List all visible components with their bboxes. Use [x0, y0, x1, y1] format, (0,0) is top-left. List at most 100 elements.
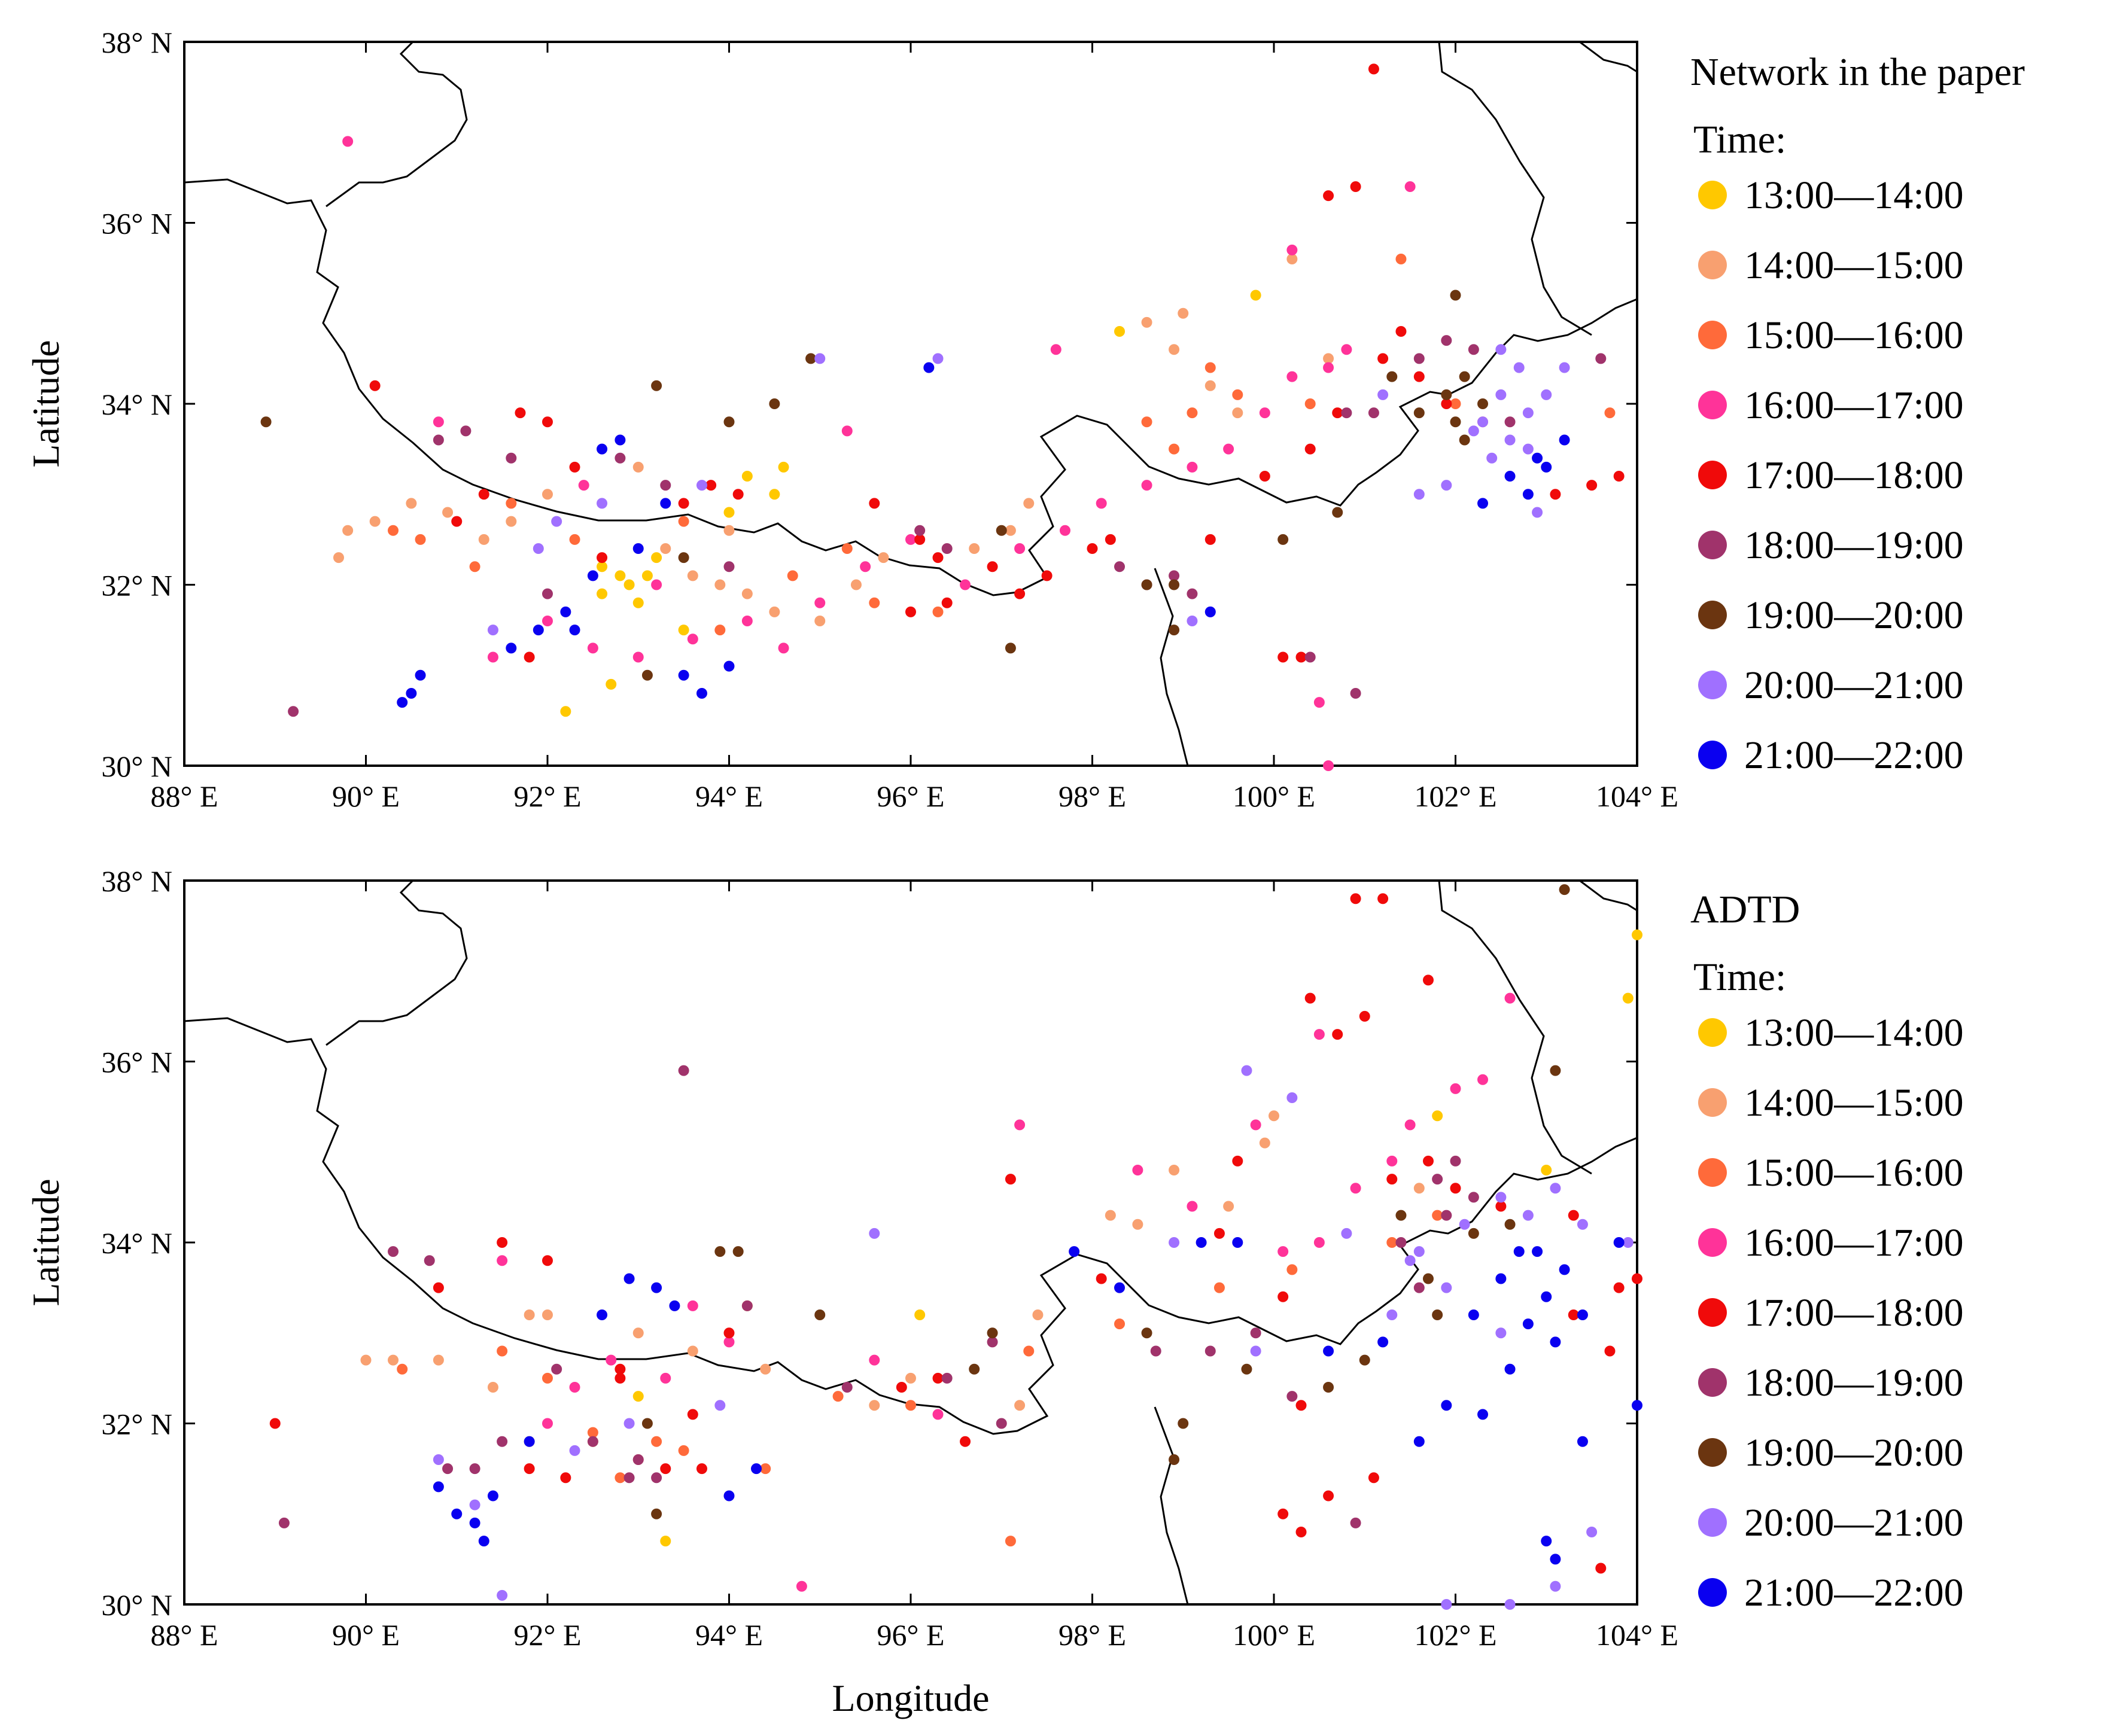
network-lightning-point — [606, 678, 617, 690]
network-lightning-point — [932, 606, 944, 617]
adtd-lightning-point — [1277, 1291, 1289, 1302]
network-lightning-point — [1332, 507, 1343, 518]
adtd-lightning-point — [1441, 1210, 1452, 1221]
adtd-legend-label: 16:00—17:00 — [1744, 1221, 1964, 1265]
adtd-lightning-point — [1604, 1345, 1616, 1357]
adtd-lightning-point — [1595, 1563, 1607, 1574]
adtd-lightning-point — [615, 1363, 626, 1375]
network-lightning-point — [1486, 452, 1498, 464]
network-lightning-point — [769, 398, 780, 409]
adtd-legend-marker — [1698, 1438, 1727, 1467]
panel-adtd-axis-ticks: 88° E 90° E 92° E 94° E 96° E 98° E 100° E 102°… — [101, 864, 1678, 1652]
network-lightning-point — [1522, 407, 1534, 419]
adtd-lightning-point — [1114, 1318, 1126, 1330]
adtd-lightning-point — [1141, 1327, 1152, 1339]
network-lightning-point — [597, 588, 608, 599]
adtd-lightning-point — [1613, 1282, 1625, 1293]
adtd-lightning-point — [1495, 1273, 1507, 1284]
network-lightning-point — [850, 579, 862, 590]
network-lightning-point — [1595, 353, 1607, 364]
network-lightning-point — [597, 552, 608, 564]
x-tick-label: 96° E — [877, 779, 944, 813]
network-lightning-point — [1059, 525, 1070, 536]
x-tick-label: 100° E — [1233, 779, 1315, 813]
adtd-lightning-point — [487, 1382, 498, 1393]
network-lightning-point — [560, 706, 571, 717]
adtd-lightning-point — [1005, 1536, 1016, 1547]
network-lightning-point — [1450, 416, 1461, 428]
adtd-lightning-point — [1359, 1010, 1370, 1022]
adtd-lightning-point — [996, 1418, 1007, 1429]
adtd-lightning-point — [1232, 1237, 1243, 1248]
adtd-lightning-point — [1277, 1246, 1289, 1257]
panel-network-ylabel: Latitude — [25, 340, 67, 467]
network-legend-label: 16:00—17:00 — [1744, 383, 1964, 427]
adtd-lightning-point — [1386, 1155, 1398, 1167]
adtd-lightning-point — [1332, 1029, 1343, 1040]
legend-adtd-items: 13:00—14:00 14:00—15:00 15:00—16:00 16:00—1… — [1698, 1011, 1964, 1615]
adtd-lightning-point — [433, 1354, 444, 1366]
adtd-lightning-point — [869, 1400, 880, 1411]
adtd-lightning-point — [1513, 1246, 1525, 1257]
adtd-lightning-point — [1132, 1219, 1143, 1230]
adtd-lightning-point — [987, 1336, 998, 1348]
adtd-lightning-point — [451, 1508, 463, 1519]
network-lightning-point — [487, 625, 498, 636]
adtd-lightning-point — [1441, 1282, 1452, 1293]
adtd-lightning-point — [1613, 1237, 1625, 1248]
network-lightning-point — [723, 561, 735, 572]
network-lightning-point — [1295, 651, 1307, 663]
panel-network-axis-ticks: 88° E 90° E 92° E 94° E 96° E 98° E 100° E 102°… — [101, 26, 1678, 813]
network-lightning-point — [905, 534, 916, 545]
network-legend-label: 17:00—18:00 — [1744, 453, 1964, 497]
network-lightning-point — [1105, 534, 1116, 545]
network-lightning-point — [1232, 407, 1243, 419]
network-lightning-point — [551, 516, 562, 527]
network-legend-marker — [1698, 181, 1727, 209]
adtd-lightning-point — [932, 1409, 944, 1420]
network-lightning-point — [478, 534, 489, 545]
adtd-lightning-point — [1313, 1029, 1325, 1040]
legend-network-time-label: Time: — [1693, 118, 1786, 162]
x-tick-label: 100° E — [1233, 1618, 1315, 1652]
network-lightning-point — [1259, 471, 1270, 482]
network-lightning-point — [1341, 344, 1352, 355]
adtd-lightning-point — [1422, 1155, 1434, 1167]
network-lightning-point — [1477, 498, 1489, 509]
adtd-lightning-point — [623, 1418, 635, 1429]
adtd-lightning-point — [1522, 1318, 1534, 1330]
adtd-lightning-point — [1404, 1255, 1416, 1266]
adtd-lightning-point — [1477, 1409, 1489, 1420]
network-lightning-point — [987, 561, 998, 572]
adtd-lightning-point — [560, 1472, 571, 1484]
x-tick-label: 94° E — [695, 779, 763, 813]
network-lightning-point — [1169, 625, 1180, 636]
network-lightning-point — [941, 543, 953, 554]
network-legend-label: 18:00—19:00 — [1744, 523, 1964, 567]
adtd-lightning-point — [632, 1391, 644, 1402]
network-lightning-point — [1350, 688, 1361, 699]
network-lightning-point — [632, 597, 644, 608]
boundary-line — [1154, 1406, 1189, 1605]
adtd-lightning-point — [1495, 1192, 1507, 1203]
network-lightning-point — [1114, 326, 1126, 337]
adtd-lightning-point — [1295, 1527, 1307, 1537]
adtd-lightning-point — [1304, 992, 1316, 1004]
adtd-legend-marker — [1698, 1228, 1727, 1257]
network-lightning-point — [615, 570, 626, 581]
network-legend-marker — [1698, 461, 1727, 489]
adtd-lightning-point — [687, 1409, 698, 1420]
adtd-lightning-point — [542, 1309, 553, 1320]
adtd-lightning-point — [751, 1463, 762, 1475]
network-lightning-point — [569, 625, 580, 636]
network-lightning-point — [1041, 570, 1053, 581]
network-lightning-point — [914, 525, 926, 536]
network-lightning-point — [333, 552, 344, 564]
adtd-lightning-point — [1223, 1201, 1234, 1212]
network-lightning-point — [660, 498, 671, 509]
network-lightning-point — [1023, 498, 1035, 509]
adtd-lightning-point — [1632, 1273, 1642, 1284]
x-tick-label: 94° E — [695, 1618, 763, 1652]
adtd-lightning-point — [1386, 1237, 1398, 1248]
network-lightning-point — [1323, 362, 1334, 373]
